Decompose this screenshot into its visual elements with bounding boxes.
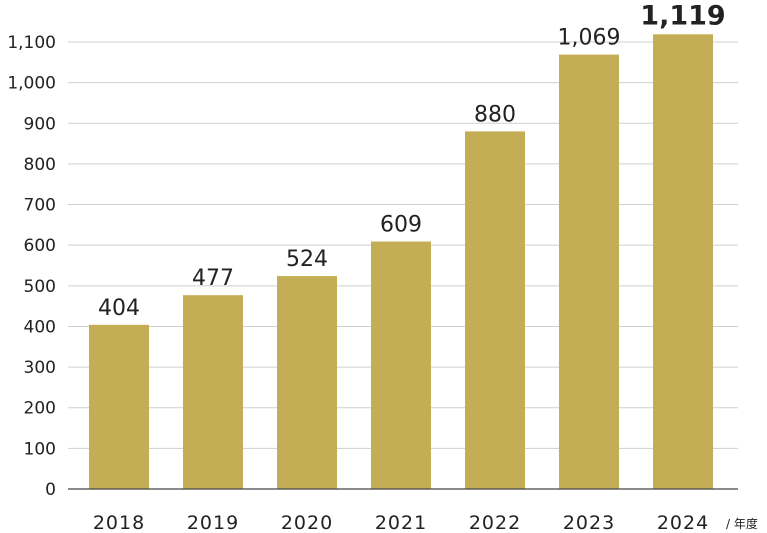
bar [465, 131, 525, 489]
x-tick-label: 2018 [93, 512, 145, 533]
bar [371, 241, 431, 489]
bar [653, 34, 713, 490]
bars [89, 34, 713, 490]
data-label: 609 [380, 213, 422, 238]
y-tick-label: 300 [24, 358, 56, 378]
y-tick-label: 0 [45, 480, 56, 500]
y-tick-label: 200 [24, 399, 56, 419]
y-tick-label: 500 [24, 277, 56, 297]
x-tick-label: 2020 [281, 512, 333, 533]
x-tick-label: 2022 [469, 512, 521, 533]
y-tick-label: 700 [24, 196, 56, 216]
x-axis-ticks: 2018 2019 2020 2021 2022 2023 2024 [93, 512, 709, 533]
bar [277, 276, 337, 489]
data-label: 524 [286, 247, 328, 272]
y-tick-label: 600 [24, 236, 56, 256]
y-tick-label: 400 [24, 317, 56, 337]
x-tick-label: 2024 [657, 512, 709, 533]
x-tick-label: 2019 [187, 512, 239, 533]
y-tick-label: 900 [24, 114, 56, 134]
bar [559, 54, 619, 490]
y-tick-label: 800 [24, 155, 56, 175]
x-tick-label: 2021 [375, 512, 427, 533]
data-label: 477 [192, 266, 234, 291]
data-label: 880 [474, 102, 516, 127]
y-tick-label: 1,000 [7, 74, 56, 94]
data-label: 404 [98, 296, 140, 321]
data-label: 1,069 [558, 26, 621, 51]
data-label: 1,119 [640, 0, 725, 31]
bar [183, 295, 243, 489]
y-tick-label: 1,100 [7, 33, 56, 53]
y-axis-ticks: 0 100 200 300 400 500 600 700 800 900 1,000 1,100 [7, 33, 56, 500]
bar [89, 324, 149, 489]
x-tick-label: 2023 [563, 512, 615, 533]
data-labels: 404 477 524 609 880 1,069 1,119 [98, 0, 726, 321]
x-axis-unit: / 年度 [726, 516, 758, 531]
y-tick-label: 100 [24, 439, 56, 459]
